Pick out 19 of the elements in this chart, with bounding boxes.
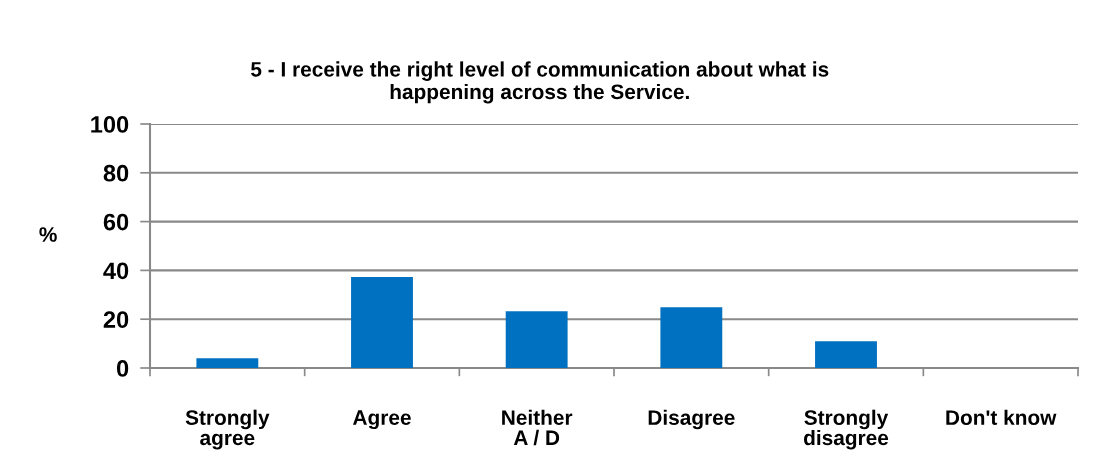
bar [351,276,413,368]
y-tick-label: 0 [116,360,129,377]
y-tick-label: 80 [103,164,129,182]
y-tick-label: 60 [103,213,129,231]
x-tick-label: Disagree [648,409,735,430]
chart-title: 5 - I receive the right level of communication about what is happening across the Service. [251,61,829,104]
x-tick-label: Strongly agree [185,409,270,450]
y-tick-label: 40 [103,262,129,280]
bar [660,307,723,368]
x-tick-label: Don't know [946,409,1057,425]
y-axis-title: % [39,227,57,242]
y-tick-label: 100 [91,116,129,133]
bar [815,341,877,368]
x-tick-label: Neither A / D [502,409,573,446]
y-tick-label: 20 [103,311,129,328]
bar [196,358,259,368]
bar [505,311,568,368]
x-tick-label: Agree [352,410,411,430]
x-tick-label: Strongly disagree [804,409,889,450]
